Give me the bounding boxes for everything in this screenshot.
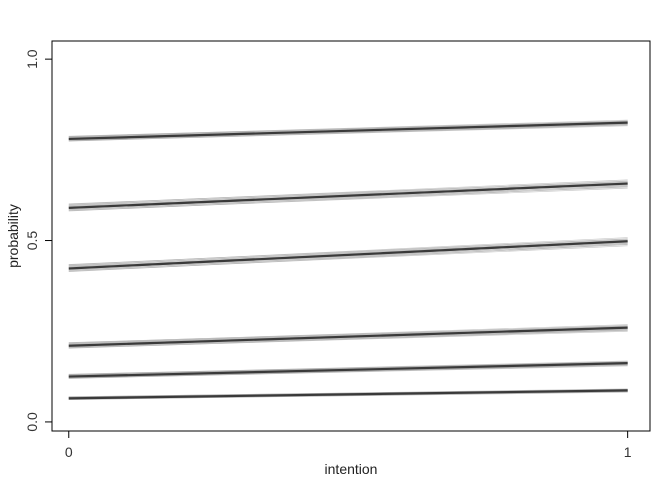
y-axis-title: probability: [5, 204, 21, 268]
series-5-line: [68, 362, 628, 378]
series-4: [68, 324, 628, 349]
series-layer: [68, 119, 628, 400]
series-3-line: [68, 240, 628, 270]
series-5-sample-line: [68, 360, 628, 375]
series-4-sample-line: [68, 324, 628, 344]
y-axis: 0.0 0.5 1.0: [24, 49, 52, 432]
series-1-line: [68, 121, 628, 141]
series-1: [68, 119, 628, 142]
series-3: [68, 237, 628, 272]
series-5: [68, 360, 628, 379]
series-3-sample-line: [68, 237, 628, 266]
plot-frame: [51, 40, 651, 432]
series-1-sample-line: [68, 119, 628, 137]
y-tick-label: 0.0: [24, 412, 40, 432]
series-2-sample-line: [68, 179, 628, 205]
y-tick-label: 0.5: [24, 231, 40, 251]
series-6-sample-line: [68, 388, 628, 398]
series-2-line: [68, 182, 628, 209]
x-tick-label: 1: [624, 444, 632, 460]
series-2: [68, 179, 628, 212]
series-6: [68, 388, 628, 400]
x-tick-label: 0: [65, 444, 73, 460]
y-tick-label: 1.0: [24, 49, 40, 69]
x-axis-title: intention: [325, 461, 378, 477]
series-4-line: [68, 326, 628, 347]
series-6-line: [68, 389, 628, 400]
